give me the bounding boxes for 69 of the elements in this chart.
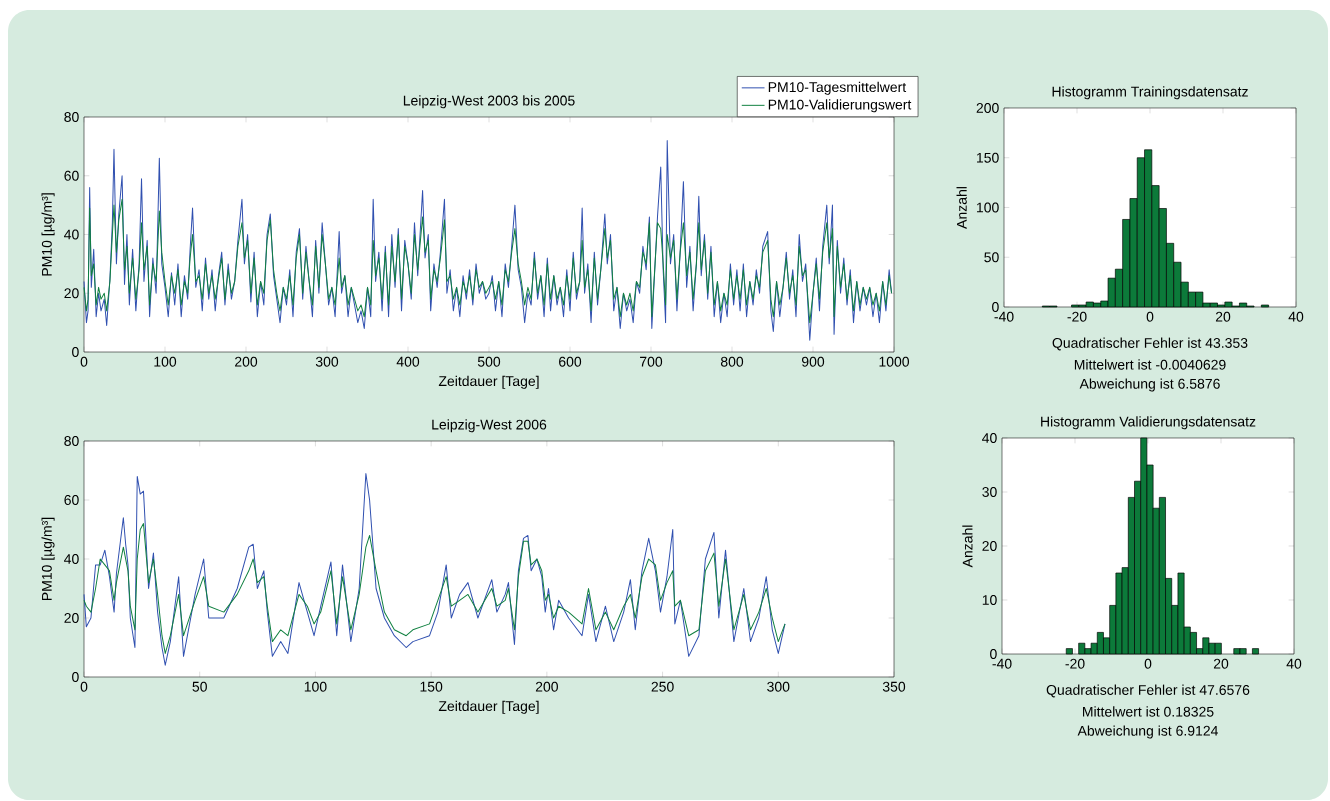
x-tick-label: 100 bbox=[154, 356, 177, 367]
text: Mittelwert ist -0.0040629 bbox=[1074, 359, 1226, 370]
legend-label: PM10-Tagesmittelwert bbox=[768, 81, 907, 95]
chart-title: Histogramm Validierungsdatensatz bbox=[1041, 416, 1256, 430]
text: Abweichung ist 6.5876 bbox=[1079, 378, 1220, 392]
y-tick-label: 0 bbox=[990, 649, 997, 659]
line-series bbox=[83, 472, 786, 666]
chart-title: Leipzig-West 2006 bbox=[432, 419, 547, 433]
y-tick-label: 0 bbox=[72, 672, 79, 682]
y-tick-label: 60 bbox=[64, 495, 79, 505]
x-tick-label: 0 bbox=[1144, 658, 1152, 669]
x-tick-label: 350 bbox=[882, 681, 906, 692]
x-tick-label: 20 bbox=[1213, 658, 1229, 669]
x-tick-label: 150 bbox=[420, 681, 443, 692]
x-tick-label: -20 bbox=[1065, 658, 1085, 669]
x-tick-label: -40 bbox=[994, 311, 1014, 322]
y-tick-label: 50 bbox=[984, 252, 999, 263]
y-axis-title: PM10 [µg/m³] bbox=[41, 193, 55, 276]
text: Quadratischer Fehler ist 43.353 bbox=[1052, 337, 1248, 351]
x-tick-label: 200 bbox=[535, 681, 558, 692]
x-tick-label: 400 bbox=[396, 356, 420, 367]
text: Quadratischer Fehler ist 47.6576 bbox=[1046, 684, 1250, 698]
text: Abweichung ist 6.9124 bbox=[1077, 725, 1218, 739]
y-axis-title: Anzahl bbox=[956, 187, 967, 229]
y-tick-label: 80 bbox=[64, 436, 79, 446]
x-tick-label: 100 bbox=[304, 681, 327, 692]
x-tick-label: 50 bbox=[192, 681, 207, 692]
x-tick-label: 0 bbox=[80, 681, 88, 692]
y-tick-label: 20 bbox=[64, 288, 79, 299]
y-tick-label: 20 bbox=[982, 541, 997, 551]
x-axis-title: Zeitdauer [Tage] bbox=[438, 375, 539, 389]
y-tick-label: 0 bbox=[992, 302, 999, 312]
line-series bbox=[83, 198, 893, 324]
x-tick-label: 900 bbox=[801, 356, 825, 367]
x-tick-label: -40 bbox=[992, 658, 1012, 669]
x-tick-label: 1000 bbox=[879, 356, 910, 367]
y-axis-title: PM10 [µg/m³] bbox=[41, 517, 55, 601]
x-tick-label: 300 bbox=[767, 681, 790, 692]
y-tick-label: 80 bbox=[64, 112, 79, 122]
y-tick-label: 60 bbox=[64, 170, 79, 181]
x-tick-label: 500 bbox=[477, 356, 501, 367]
y-tick-label: 30 bbox=[982, 487, 997, 497]
y-tick-label: 10 bbox=[982, 595, 997, 605]
x-tick-label: 300 bbox=[315, 356, 339, 367]
x-tick-label: 40 bbox=[1288, 311, 1304, 322]
y-tick-label: 200 bbox=[976, 103, 999, 113]
x-tick-label: 40 bbox=[1286, 658, 1302, 669]
x-tick-label: 200 bbox=[235, 356, 258, 367]
y-tick-label: 150 bbox=[977, 152, 999, 163]
x-tick-label: 250 bbox=[651, 681, 674, 692]
x-tick-label: 0 bbox=[1146, 311, 1154, 322]
chart-title: Histogramm Trainingsdatensatz bbox=[1052, 86, 1248, 100]
y-tick-label: 20 bbox=[64, 613, 79, 623]
chart-title: Leipzig-West 2003 bis 2005 bbox=[403, 95, 575, 109]
x-tick-label: 800 bbox=[720, 356, 744, 367]
y-tick-label: 100 bbox=[977, 202, 999, 213]
x-tick-label: 20 bbox=[1215, 311, 1231, 322]
y-tick-label: 40 bbox=[64, 229, 79, 240]
x-tick-label: 600 bbox=[559, 356, 582, 367]
y-tick-label: 40 bbox=[982, 433, 997, 443]
text: Mittelwert ist 0.18325 bbox=[1083, 706, 1214, 717]
y-tick-label: 0 bbox=[72, 347, 79, 357]
x-tick-label: 700 bbox=[640, 356, 663, 367]
y-tick-label: 40 bbox=[64, 554, 79, 564]
x-axis-title: Zeitdauer [Tage] bbox=[438, 700, 539, 714]
y-axis-title: Anzahl bbox=[962, 525, 973, 568]
x-tick-label: -20 bbox=[1067, 311, 1087, 322]
legend-label: PM10-Validierungswert bbox=[768, 99, 912, 113]
x-tick-label: 0 bbox=[80, 356, 88, 367]
